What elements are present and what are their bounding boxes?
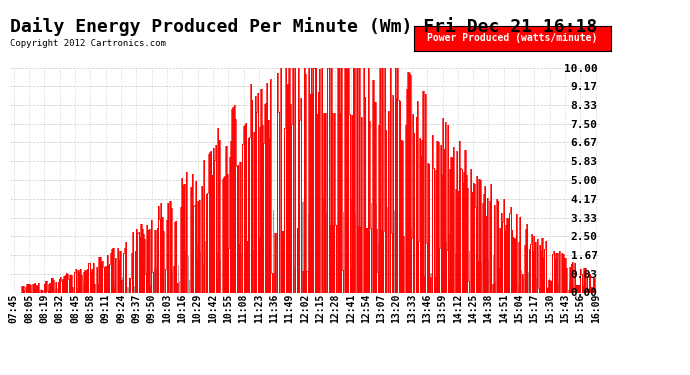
Text: Copyright 2012 Cartronics.com: Copyright 2012 Cartronics.com xyxy=(10,39,166,48)
Text: Power Produced (watts/minute): Power Produced (watts/minute) xyxy=(427,33,598,44)
Text: Daily Energy Produced Per Minute (Wm) Fri Dec 21 16:18: Daily Energy Produced Per Minute (Wm) Fr… xyxy=(10,17,598,36)
